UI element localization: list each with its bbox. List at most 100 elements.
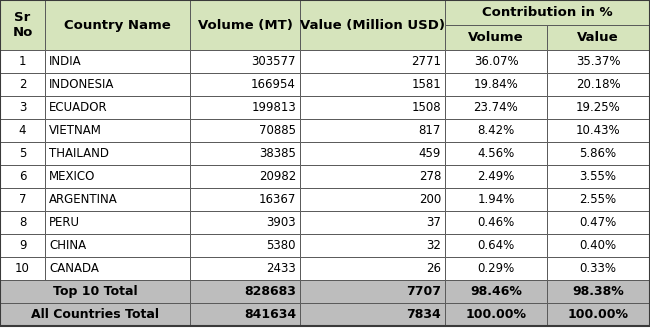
Text: 2.49%: 2.49% <box>477 170 515 183</box>
Bar <box>547 280 649 303</box>
Text: 1.94%: 1.94% <box>477 193 515 206</box>
Bar <box>45 257 190 280</box>
Text: 6: 6 <box>19 170 26 183</box>
Bar <box>300 188 445 211</box>
Text: 5.86%: 5.86% <box>579 147 617 160</box>
Bar <box>445 50 547 73</box>
Bar <box>547 211 649 234</box>
Bar <box>300 303 445 326</box>
Text: 19.84%: 19.84% <box>474 78 519 91</box>
Bar <box>547 303 649 326</box>
Bar <box>300 142 445 165</box>
Text: 5: 5 <box>19 147 26 160</box>
Text: 32: 32 <box>426 239 441 252</box>
Bar <box>547 165 649 188</box>
Text: 199813: 199813 <box>252 101 296 114</box>
Text: 841634: 841634 <box>244 308 296 321</box>
Bar <box>0 280 190 303</box>
Text: 10.43%: 10.43% <box>576 124 620 137</box>
Bar <box>190 211 300 234</box>
Text: 0.46%: 0.46% <box>477 216 515 229</box>
Text: 0.33%: 0.33% <box>580 262 616 275</box>
Text: 5380: 5380 <box>266 239 296 252</box>
Text: 828683: 828683 <box>244 285 296 298</box>
Bar <box>0 119 45 142</box>
Text: 3903: 3903 <box>266 216 296 229</box>
Bar <box>190 96 300 119</box>
Bar <box>0 50 45 73</box>
Bar <box>45 142 190 165</box>
Bar <box>445 280 547 303</box>
Bar <box>547 25 649 50</box>
Text: Volume (MT): Volume (MT) <box>198 19 292 31</box>
Bar <box>445 165 547 188</box>
Bar <box>300 280 445 303</box>
Text: Volume: Volume <box>468 31 524 44</box>
Text: 23.74%: 23.74% <box>474 101 519 114</box>
Bar <box>445 73 547 96</box>
Text: 26: 26 <box>426 262 441 275</box>
Text: 70885: 70885 <box>259 124 296 137</box>
Bar <box>0 96 45 119</box>
Bar <box>300 211 445 234</box>
Bar <box>445 96 547 119</box>
Bar <box>190 188 300 211</box>
Bar <box>300 234 445 257</box>
Bar <box>0 257 45 280</box>
Text: Value: Value <box>577 31 619 44</box>
Bar <box>300 165 445 188</box>
Bar <box>300 50 445 73</box>
Text: THAILAND: THAILAND <box>49 147 109 160</box>
Bar <box>300 0 445 50</box>
Bar <box>190 119 300 142</box>
Bar <box>45 119 190 142</box>
Text: 98.46%: 98.46% <box>470 285 522 298</box>
Bar <box>0 73 45 96</box>
Text: 8: 8 <box>19 216 26 229</box>
Bar <box>300 257 445 280</box>
Text: 303577: 303577 <box>252 55 296 68</box>
Text: 200: 200 <box>419 193 441 206</box>
Text: ECUADOR: ECUADOR <box>49 101 108 114</box>
Text: 98.38%: 98.38% <box>572 285 624 298</box>
Text: 7834: 7834 <box>406 308 441 321</box>
Text: 100.00%: 100.00% <box>465 308 526 321</box>
Text: 0.64%: 0.64% <box>477 239 515 252</box>
Bar <box>45 165 190 188</box>
Text: 0.29%: 0.29% <box>477 262 515 275</box>
Bar <box>190 0 300 50</box>
Text: 3.55%: 3.55% <box>580 170 616 183</box>
Text: Top 10 Total: Top 10 Total <box>53 285 137 298</box>
Bar <box>0 234 45 257</box>
Text: 2771: 2771 <box>411 55 441 68</box>
Text: MEXICO: MEXICO <box>49 170 96 183</box>
Bar <box>445 142 547 165</box>
Text: 7: 7 <box>19 193 26 206</box>
Bar <box>0 165 45 188</box>
Bar <box>45 0 190 50</box>
Bar <box>0 188 45 211</box>
Text: 4: 4 <box>19 124 26 137</box>
Text: 35.37%: 35.37% <box>576 55 620 68</box>
Bar <box>45 211 190 234</box>
Text: 36.07%: 36.07% <box>474 55 518 68</box>
Text: 8.42%: 8.42% <box>477 124 515 137</box>
Bar <box>300 73 445 96</box>
Text: 4.56%: 4.56% <box>477 147 515 160</box>
Bar <box>45 73 190 96</box>
Bar <box>190 50 300 73</box>
Bar <box>547 96 649 119</box>
Bar <box>445 188 547 211</box>
Bar <box>445 234 547 257</box>
Text: 100.00%: 100.00% <box>567 308 629 321</box>
Bar <box>190 280 300 303</box>
Bar <box>0 303 190 326</box>
Bar <box>547 257 649 280</box>
Text: 817: 817 <box>419 124 441 137</box>
Text: 20982: 20982 <box>259 170 296 183</box>
Text: 16367: 16367 <box>259 193 296 206</box>
Bar <box>547 119 649 142</box>
Text: 2433: 2433 <box>266 262 296 275</box>
Bar <box>547 50 649 73</box>
Bar <box>0 211 45 234</box>
